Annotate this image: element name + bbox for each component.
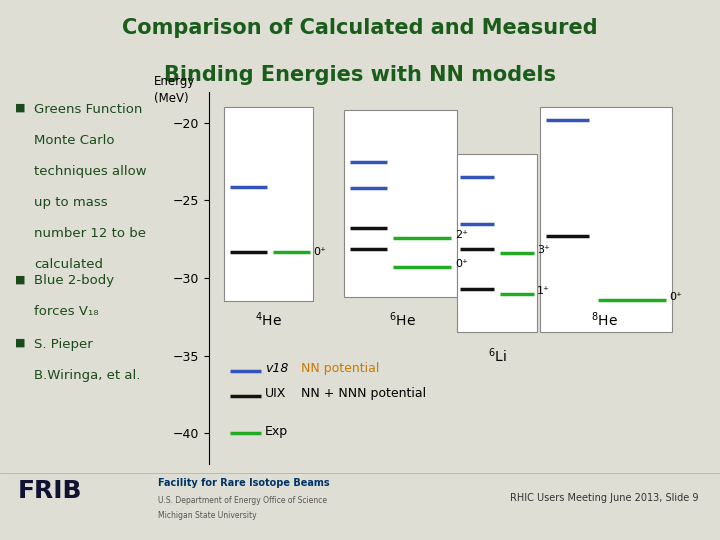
- Text: Monte Carlo: Monte Carlo: [35, 134, 115, 147]
- Bar: [343, 110, 457, 296]
- Text: RHIC Users Meeting June 2013, Slide 9: RHIC Users Meeting June 2013, Slide 9: [510, 494, 698, 503]
- Text: S. Pieper: S. Pieper: [35, 338, 93, 350]
- Text: UIX: UIX: [265, 387, 287, 400]
- Text: forces V₁₈: forces V₁₈: [35, 305, 99, 318]
- Text: Michigan State University: Michigan State University: [158, 510, 257, 519]
- Text: 3⁺: 3⁺: [537, 245, 550, 255]
- Text: ■: ■: [15, 338, 25, 348]
- Text: ■: ■: [15, 274, 25, 285]
- Text: Exp: Exp: [265, 424, 288, 437]
- Text: Blue 2-body: Blue 2-body: [35, 274, 114, 287]
- Text: ■: ■: [15, 103, 25, 113]
- Text: FRIB: FRIB: [18, 479, 83, 503]
- Text: Facility for Rare Isotope Beams: Facility for Rare Isotope Beams: [158, 478, 330, 488]
- Text: Comparison of Calculated and Measured: Comparison of Calculated and Measured: [122, 17, 598, 38]
- Text: (MeV): (MeV): [154, 92, 189, 105]
- Text: B.Wiringa, et al.: B.Wiringa, et al.: [35, 369, 141, 382]
- Bar: [457, 154, 537, 333]
- Text: $^6$He: $^6$He: [389, 310, 415, 329]
- Text: 0⁺: 0⁺: [669, 292, 682, 302]
- Text: NN + NNN potential: NN + NNN potential: [301, 387, 426, 400]
- Text: Energy: Energy: [154, 75, 196, 88]
- Text: 1⁺: 1⁺: [537, 286, 550, 295]
- Text: techniques allow: techniques allow: [35, 165, 147, 178]
- Text: Greens Function: Greens Function: [35, 103, 143, 116]
- Text: 0⁺: 0⁺: [313, 247, 326, 256]
- Text: $^4$He: $^4$He: [255, 310, 282, 329]
- Text: U.S. Department of Energy Office of Science: U.S. Department of Energy Office of Scie…: [158, 496, 328, 505]
- Text: number 12 to be: number 12 to be: [35, 227, 146, 240]
- Text: $^8$He: $^8$He: [591, 310, 618, 329]
- Text: Binding Energies with NN models: Binding Energies with NN models: [164, 65, 556, 85]
- Text: 2⁺: 2⁺: [455, 230, 469, 240]
- Text: calculated: calculated: [35, 258, 104, 271]
- Text: v18: v18: [265, 362, 289, 375]
- Text: up to mass: up to mass: [35, 196, 108, 209]
- Text: $^6$Li: $^6$Li: [487, 347, 507, 365]
- Bar: [224, 107, 313, 301]
- Text: NN potential: NN potential: [301, 362, 379, 375]
- Bar: [540, 107, 672, 333]
- Text: 0⁺: 0⁺: [455, 259, 468, 269]
